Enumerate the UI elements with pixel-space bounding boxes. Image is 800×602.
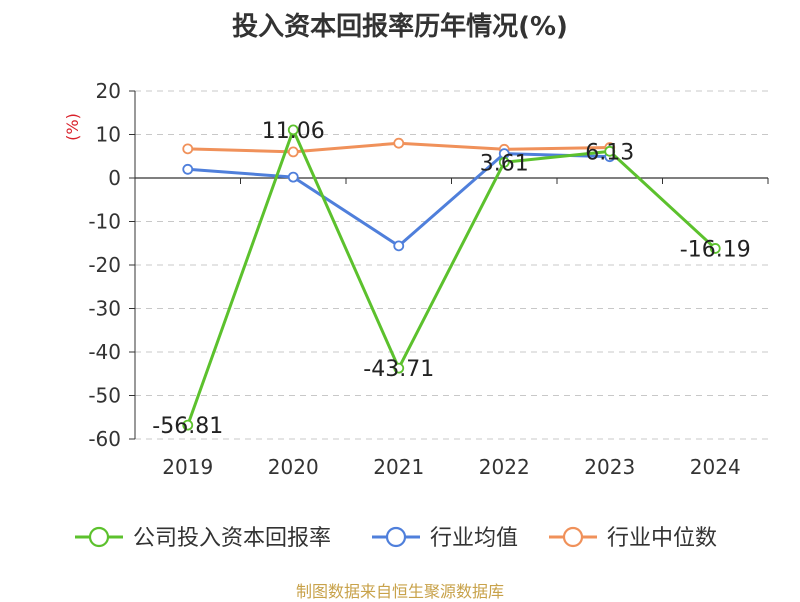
- legend-swatch-marker: [385, 526, 407, 548]
- data-point[interactable]: [393, 137, 405, 149]
- legend-swatch-marker: [562, 526, 584, 548]
- data-label: 3.61: [480, 151, 529, 176]
- y-axis-unit-label: (%): [63, 113, 82, 141]
- y-tick-label: -50: [88, 384, 121, 408]
- y-tick-label: 0: [108, 166, 121, 190]
- chart-title: 投入资本回报率历年情况(%): [232, 12, 568, 42]
- data-label: -16.19: [680, 237, 751, 262]
- x-tick-label: 2021: [373, 455, 424, 479]
- source-note: 制图数据来自恒生聚源数据库: [295, 582, 504, 601]
- data-point[interactable]: [182, 419, 194, 431]
- legend-label[interactable]: 行业中位数: [607, 526, 717, 551]
- y-tick-label: -60: [88, 427, 121, 451]
- y-tick-label: 10: [96, 123, 121, 147]
- data-label: 6.13: [585, 140, 634, 165]
- legend: 公司投入资本回报率 行业均值 行业中位数: [75, 526, 717, 551]
- data-point[interactable]: [498, 156, 510, 168]
- data-label: 11.06: [262, 119, 325, 144]
- y-tick-label: -20: [88, 253, 121, 277]
- x-tick-label: 2020: [268, 455, 319, 479]
- data-labels: -56.81 11.06 -43.71 3.61 6.13 -16.19: [152, 119, 750, 439]
- data-point[interactable]: [287, 146, 299, 158]
- y-tick-label: -30: [88, 297, 121, 321]
- data-point[interactable]: [287, 124, 299, 136]
- data-point[interactable]: [604, 145, 616, 157]
- legend-label[interactable]: 公司投入资本回报率: [133, 526, 331, 551]
- x-tick-label: 2019: [162, 455, 213, 479]
- x-tick-label: 2022: [479, 455, 530, 479]
- series-lines: [182, 124, 721, 431]
- x-tick-label: 2023: [584, 455, 635, 479]
- data-point[interactable]: [393, 362, 405, 374]
- data-point[interactable]: [287, 171, 299, 183]
- data-point[interactable]: [709, 243, 721, 254]
- data-label: -43.71: [363, 357, 434, 382]
- legend-label[interactable]: 行业均值: [430, 526, 518, 551]
- y-tick-label: -40: [88, 340, 121, 364]
- data-point[interactable]: [393, 240, 405, 252]
- axes: 20 10 0 -10 -20 -30 -40 -50 -60 (%) 2019 2020 2021 20…: [63, 79, 769, 479]
- data-point[interactable]: [182, 163, 194, 175]
- series-line-0: [186, 128, 717, 426]
- data-label: -56.81: [152, 414, 223, 439]
- y-tick-label: -10: [88, 210, 121, 234]
- series-line-1: [187, 152, 610, 248]
- x-tick-label: 2024: [690, 455, 741, 479]
- data-point[interactable]: [182, 143, 194, 155]
- legend-swatch-marker: [88, 526, 110, 548]
- y-tick-label: 20: [96, 79, 121, 103]
